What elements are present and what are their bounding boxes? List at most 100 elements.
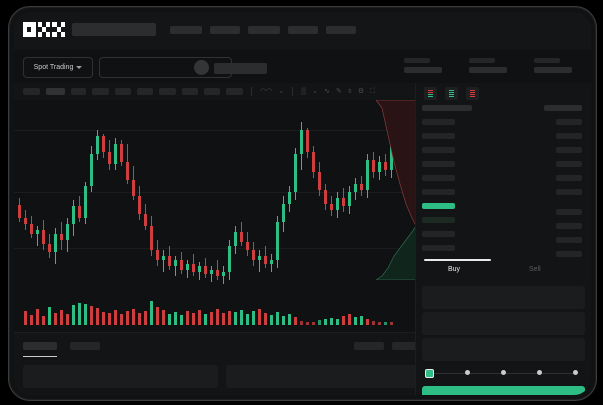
orderbook-view-modes: [424, 87, 479, 100]
volume-bar: [228, 311, 231, 325]
tab-sell[interactable]: Sell: [529, 266, 541, 273]
orderbook-trade-panel: Buy Sell: [415, 83, 591, 395]
stat-24h-change: [404, 58, 442, 73]
timeframe-10[interactable]: [226, 88, 243, 95]
timeframe-9[interactable]: [204, 88, 220, 95]
slider-node-50[interactable]: [501, 370, 506, 375]
orderbook-row[interactable]: [422, 161, 455, 167]
total-input[interactable]: [422, 338, 585, 361]
settings-gear-icon[interactable]: ⚙: [357, 88, 365, 95]
timeframe-7[interactable]: [159, 88, 176, 95]
nav-item-5[interactable]: [326, 26, 356, 34]
amount-input[interactable]: [422, 312, 585, 335]
orderbook-row[interactable]: [422, 245, 455, 251]
volume-bar: [258, 309, 261, 325]
orderbook-row[interactable]: [556, 133, 582, 139]
timeframe-3[interactable]: [71, 88, 86, 95]
orderbook-row[interactable]: [556, 209, 582, 215]
fullscreen-icon[interactable]: ⛶: [370, 88, 376, 95]
indicators-icon[interactable]: ◠◠: [260, 88, 273, 95]
volume-bar: [390, 322, 393, 325]
chart-type-dropdown-icon[interactable]: ⌄: [312, 88, 318, 95]
trade-form-tabs: Buy Sell: [422, 259, 585, 283]
orderbook-row[interactable]: [556, 189, 582, 195]
orderbook-row[interactable]: [422, 175, 455, 181]
volume-bar: [96, 308, 99, 325]
indicator-dropdown-icon[interactable]: ⌄: [278, 88, 285, 95]
bottom-action-2[interactable]: [392, 342, 422, 350]
orderbook-row[interactable]: [422, 231, 455, 237]
chart-type-icon[interactable]: ▒: [301, 88, 307, 95]
stat-24h-high: [469, 58, 507, 73]
orderbook-view-buy-icon[interactable]: [445, 87, 458, 100]
price-input[interactable]: [422, 286, 585, 309]
percent-slider[interactable]: [425, 369, 582, 379]
stat-24h-volume: [534, 58, 572, 73]
volume-bar: [204, 314, 207, 325]
nav-item-1[interactable]: [170, 26, 202, 34]
orderbook-row[interactable]: [556, 251, 582, 257]
volume-bar: [132, 309, 135, 325]
timeframe-5[interactable]: [115, 88, 131, 95]
timeframe-8[interactable]: [182, 88, 198, 95]
volume-bar: [186, 311, 189, 325]
volume-bar: [216, 309, 219, 325]
volume-bar: [336, 319, 339, 325]
volume-bar: [288, 314, 291, 325]
nav-item-3[interactable]: [248, 26, 280, 34]
orderbook-last-price-row[interactable]: [422, 203, 455, 209]
orderbook-row[interactable]: [556, 147, 582, 153]
volume-bar: [210, 312, 213, 325]
nav-item-4[interactable]: [288, 26, 318, 34]
pencil-draw-icon[interactable]: ✎: [335, 88, 342, 95]
timeframe-6[interactable]: [137, 88, 153, 95]
volume-bar: [42, 316, 45, 325]
volume-bar: [348, 314, 351, 325]
toolbar-divider: [251, 87, 252, 96]
slider-handle[interactable]: [425, 369, 434, 378]
orderbook-row[interactable]: [422, 133, 455, 139]
slider-node-75[interactable]: [537, 370, 542, 375]
pair-name-label: [214, 63, 267, 74]
orderbook-row[interactable]: [556, 223, 582, 229]
slider-node-25[interactable]: [465, 370, 470, 375]
bottom-panel-left: [23, 365, 218, 388]
orderbook-row[interactable]: [422, 189, 455, 195]
timeframe-1[interactable]: [23, 88, 40, 95]
orders-panel: [14, 332, 422, 395]
orderbook-row[interactable]: [422, 217, 455, 223]
submit-buy-button[interactable]: [422, 386, 585, 395]
logo-glyph-x: [52, 22, 66, 37]
market-type-dropdown[interactable]: Spot Trading: [23, 57, 93, 78]
orderbook-row[interactable]: [422, 119, 455, 125]
volume-bar: [162, 310, 165, 325]
coin-avatar-icon: [194, 60, 209, 75]
slider-node-100[interactable]: [573, 370, 578, 375]
search-input[interactable]: [72, 23, 156, 36]
trading-pair-select[interactable]: [99, 57, 232, 78]
orderbook-row[interactable]: [556, 175, 582, 181]
volume-bar: [168, 314, 171, 325]
line-tool-icon[interactable]: ∿: [323, 88, 330, 95]
timeframe-4[interactable]: [92, 88, 109, 95]
volume-bar: [366, 319, 369, 325]
active-tab-underline: [23, 356, 57, 357]
okx-logo-icon[interactable]: [23, 22, 66, 37]
orderbook-row[interactable]: [556, 119, 582, 125]
orderbook-row[interactable]: [556, 161, 582, 167]
volume-bar: [234, 312, 237, 325]
orderbook-row[interactable]: [422, 147, 455, 153]
nav-item-2[interactable]: [210, 26, 240, 34]
bottom-tab-open-orders[interactable]: [23, 342, 57, 350]
volume-bar: [60, 310, 63, 325]
orderbook-view-sell-icon[interactable]: [466, 87, 479, 100]
tab-buy[interactable]: Buy: [448, 266, 461, 273]
bottom-action-1[interactable]: [354, 342, 384, 350]
volume-bar: [48, 307, 51, 325]
volume-bar: [372, 321, 375, 325]
bottom-tab-order-history[interactable]: [70, 342, 100, 350]
orderbook-row[interactable]: [556, 237, 582, 243]
timeframe-2[interactable]: [46, 88, 65, 95]
orderbook-view-both-icon[interactable]: [424, 87, 437, 100]
camera-snapshot-icon[interactable]: ⌽: [347, 88, 352, 95]
